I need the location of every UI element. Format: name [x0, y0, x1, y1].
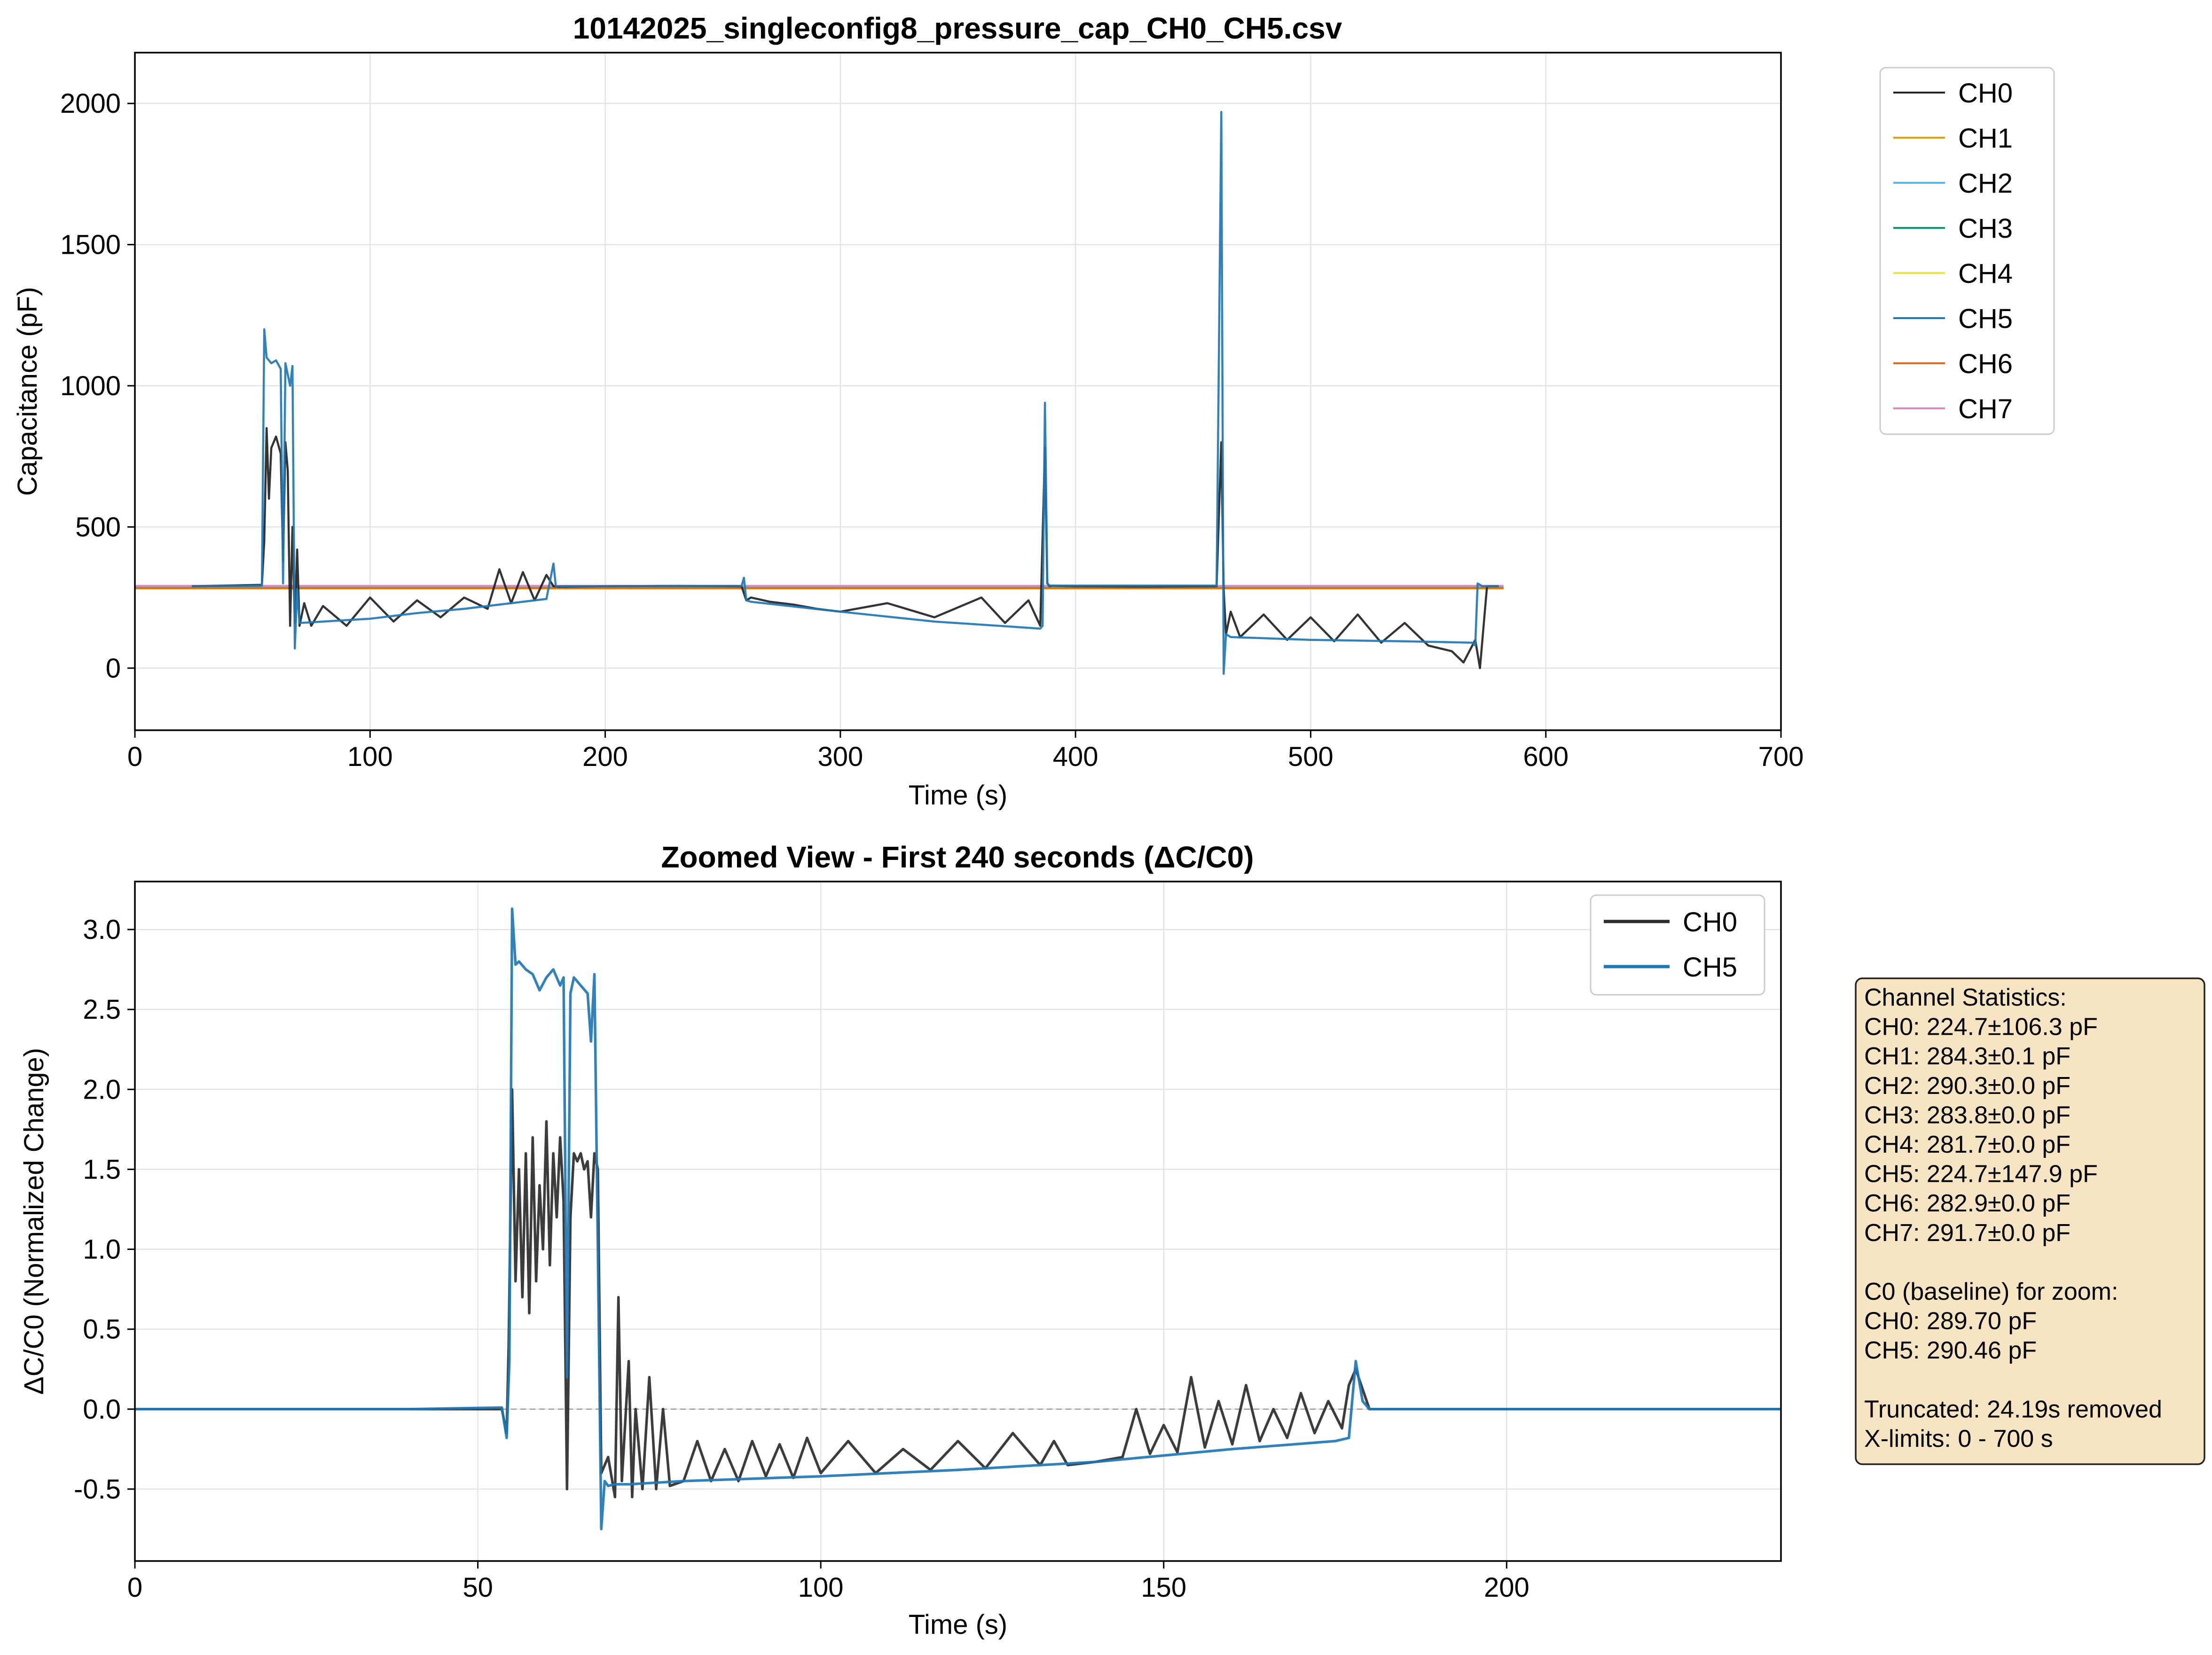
channel-statistics-box: Channel Statistics:CH0: 224.7±106.3 pFCH… — [1855, 977, 2205, 1465]
top-legend-label-ch7: CH7 — [1958, 394, 2013, 424]
top-x-tick-label: 0 — [127, 742, 142, 772]
bottom-chart-title: Zoomed View - First 240 seconds (ΔC/C0) — [661, 840, 1254, 874]
bottom-chart: Zoomed View - First 240 seconds (ΔC/C0) … — [19, 840, 1782, 1640]
bottom-x-tick-label: 200 — [1484, 1572, 1530, 1603]
bottom-y-axis-label: ΔC/C0 (Normalized Change) — [19, 1048, 49, 1395]
stats-line: CH0: 224.7±106.3 pF — [1864, 1014, 2098, 1041]
bottom-y-tick-label: 0.5 — [83, 1314, 121, 1345]
bottom-plot-frame — [134, 881, 1782, 1562]
bottom-y-tick-label: 1.5 — [83, 1154, 121, 1185]
bottom-x-tick-label: 100 — [798, 1572, 844, 1603]
bottom-series-ch0 — [135, 1088, 1781, 1499]
stats-line: CH4: 281.7±0.0 pF — [1864, 1131, 2071, 1158]
bottom-series-ch5 — [135, 907, 1781, 1530]
bottom-plot-area — [135, 882, 1781, 1561]
top-y-axis-label: Capacitance (pF) — [12, 287, 43, 496]
bottom-legend: CH0 CH5 — [1590, 894, 1765, 996]
top-y-tick-label: 1000 — [60, 371, 121, 401]
bottom-y-tick-label: -0.5 — [74, 1474, 121, 1505]
top-x-axis-label: Time (s) — [909, 780, 1007, 811]
stats-line: CH6: 282.9±0.0 pF — [1864, 1190, 2071, 1217]
top-x-tick-label: 200 — [582, 742, 628, 772]
bottom-legend-label-ch5: CH5 — [1683, 952, 1737, 983]
top-series-ch5 — [192, 110, 1499, 675]
top-chart: 10142025_singleconfig8_pressure_cap_CH0_… — [12, 11, 2055, 811]
bottom-legend-label-ch0: CH0 — [1683, 907, 1737, 937]
top-x-tick-label: 300 — [817, 742, 863, 772]
top-legend-label-ch2: CH2 — [1958, 168, 2013, 199]
bottom-y-tick-label: 3.0 — [83, 914, 121, 945]
stats-line: C0 (baseline) for zoom: — [1864, 1278, 2118, 1305]
stats-line: Truncated: 24.19s removed — [1864, 1396, 2162, 1423]
stats-line: CH2: 290.3±0.0 pF — [1864, 1072, 2071, 1100]
top-legend-label-ch1: CH1 — [1958, 123, 2013, 154]
top-y-tick-label: 1500 — [60, 230, 121, 260]
top-legend-label-ch0: CH0 — [1958, 78, 2013, 109]
bottom-x-tick-label: 0 — [127, 1572, 142, 1603]
stats-line: CH5: 290.46 pF — [1864, 1337, 2037, 1364]
top-legend-label-ch3: CH3 — [1958, 213, 2013, 244]
top-y-tick-label: 0 — [106, 653, 121, 684]
top-x-tick-label: 400 — [1053, 742, 1098, 772]
top-x-tick-label: 100 — [347, 742, 393, 772]
top-x-tick-label: 600 — [1523, 742, 1569, 772]
top-y-tick-label: 2000 — [60, 88, 121, 119]
bottom-x-axis-label: Time (s) — [909, 1609, 1007, 1640]
top-legend: CH0 CH1 CH2 CH3 CH4 CH5 CH6 CH7 — [1879, 67, 2055, 435]
stats-line: CH3: 283.8±0.0 pF — [1864, 1101, 2071, 1129]
top-plot-area — [135, 53, 1781, 730]
top-legend-label-ch5: CH5 — [1958, 304, 2013, 334]
top-x-tick-label: 700 — [1758, 742, 1804, 772]
top-legend-label-ch6: CH6 — [1958, 349, 2013, 379]
stats-line: CH0: 289.70 pF — [1864, 1308, 2037, 1335]
bottom-y-tick-label: 1.0 — [83, 1234, 121, 1265]
stats-line: CH1: 284.3±0.1 pF — [1864, 1043, 2071, 1070]
bottom-x-tick-label: 150 — [1141, 1572, 1186, 1603]
bottom-y-tick-label: 2.0 — [83, 1074, 121, 1105]
top-plot-frame — [134, 52, 1782, 731]
top-series-ch0 — [192, 427, 1499, 670]
bottom-y-tick-label: 2.5 — [83, 994, 121, 1025]
top-chart-title: 10142025_singleconfig8_pressure_cap_CH0_… — [573, 11, 1342, 45]
stats-line: Channel Statistics: — [1864, 984, 2067, 1011]
stats-line: CH5: 224.7±147.9 pF — [1864, 1161, 2098, 1188]
top-y-tick-label: 500 — [75, 512, 121, 542]
stats-line: CH7: 291.7±0.0 pF — [1864, 1219, 2071, 1247]
stats-line: X-limits: 0 - 700 s — [1864, 1425, 2053, 1452]
bottom-y-tick-label: 0.0 — [83, 1394, 121, 1425]
bottom-x-tick-label: 50 — [463, 1572, 493, 1603]
top-x-tick-label: 500 — [1288, 742, 1333, 772]
top-legend-label-ch4: CH4 — [1958, 258, 2013, 289]
